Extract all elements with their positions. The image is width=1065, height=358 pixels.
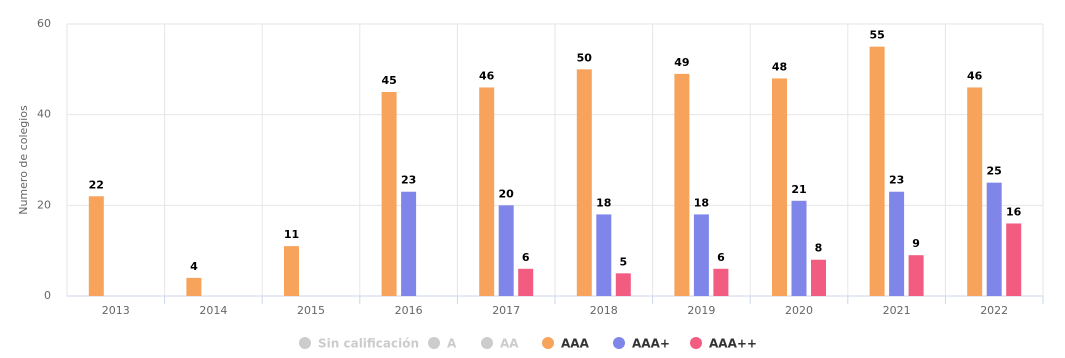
bar xyxy=(615,273,631,296)
bar xyxy=(791,200,807,296)
data-label: 21 xyxy=(791,183,806,196)
y-axis-title: Numero de colegios xyxy=(17,105,30,215)
data-label: 46 xyxy=(479,69,495,82)
bar xyxy=(576,69,592,296)
data-label: 25 xyxy=(987,165,1002,178)
legend-marker[interactable] xyxy=(690,337,702,349)
y-tick-label: 40 xyxy=(37,108,51,121)
bar xyxy=(772,78,787,297)
bar xyxy=(967,87,983,296)
data-label: 20 xyxy=(499,187,515,200)
data-label: 18 xyxy=(694,196,709,209)
bar xyxy=(518,268,534,296)
data-label: 50 xyxy=(577,51,593,64)
bar xyxy=(88,196,104,296)
data-label: 8 xyxy=(815,242,823,255)
legend-label[interactable]: A xyxy=(447,337,457,351)
legend-marker[interactable] xyxy=(613,337,625,349)
data-label: 6 xyxy=(522,251,530,264)
legend-label[interactable]: Sin calificación xyxy=(318,337,419,351)
x-tick-label: 2017 xyxy=(492,304,520,317)
data-label: 16 xyxy=(1006,205,1022,218)
data-label: 23 xyxy=(401,174,416,187)
bar xyxy=(869,46,885,296)
x-tick-label: 2019 xyxy=(687,304,715,317)
x-tick-label: 2021 xyxy=(883,304,911,317)
data-label: 9 xyxy=(912,237,920,250)
bar xyxy=(498,205,514,296)
bar xyxy=(889,191,905,296)
bar xyxy=(401,191,417,296)
x-tick-label: 2020 xyxy=(785,304,813,317)
x-tick-label: 2016 xyxy=(395,304,423,317)
data-label: 18 xyxy=(596,196,611,209)
data-label: 11 xyxy=(284,228,299,241)
x-tick-label: 2015 xyxy=(297,304,325,317)
x-tick-label: 2014 xyxy=(199,304,227,317)
data-label: 49 xyxy=(674,56,689,69)
data-label: 46 xyxy=(967,69,983,82)
legend-label[interactable]: AA xyxy=(500,337,519,351)
data-label: 55 xyxy=(869,29,884,42)
y-tick-label: 20 xyxy=(37,198,51,211)
legend-marker[interactable] xyxy=(428,337,440,349)
legend-label[interactable]: AAA++ xyxy=(709,337,757,351)
bar xyxy=(596,214,612,296)
legend-marker[interactable] xyxy=(542,337,554,349)
data-label: 48 xyxy=(772,60,787,73)
bar xyxy=(186,277,202,296)
bar xyxy=(381,92,397,296)
bar xyxy=(693,214,709,296)
data-label: 23 xyxy=(889,174,904,187)
y-tick-label: 60 xyxy=(37,17,51,30)
legend-label[interactable]: AAA xyxy=(561,337,590,351)
bar xyxy=(1006,223,1022,296)
bar xyxy=(811,259,826,296)
data-label: 22 xyxy=(89,178,104,191)
bar xyxy=(479,87,495,296)
data-label: 4 xyxy=(190,260,198,273)
data-label: 45 xyxy=(381,74,396,87)
x-tick-label: 2022 xyxy=(980,304,1008,317)
bar xyxy=(284,246,299,296)
data-label: 5 xyxy=(619,255,627,268)
bar xyxy=(674,73,690,296)
data-label: 6 xyxy=(717,251,725,264)
legend-marker[interactable] xyxy=(481,337,493,349)
legend-label[interactable]: AAA+ xyxy=(632,337,670,351)
bar xyxy=(713,268,729,296)
bar xyxy=(986,182,1002,296)
bar xyxy=(908,255,924,296)
x-tick-label: 2018 xyxy=(590,304,618,317)
x-tick-label: 2013 xyxy=(102,304,130,317)
legend-marker[interactable] xyxy=(299,337,311,349)
y-tick-label: 0 xyxy=(44,289,51,302)
